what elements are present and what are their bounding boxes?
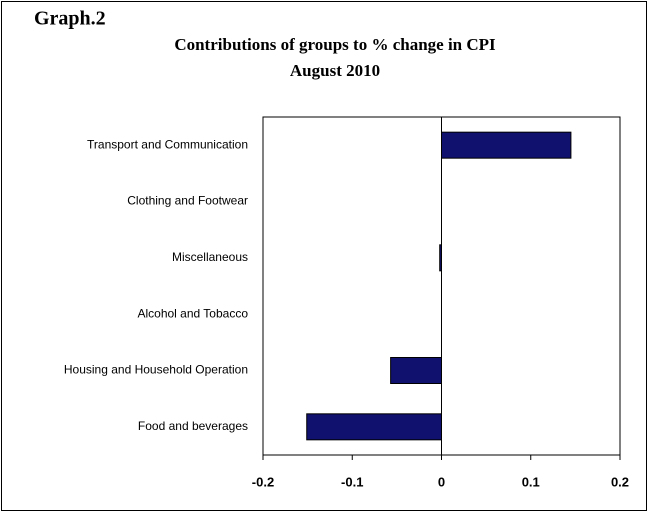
x-tick-label: 0 <box>438 474 445 489</box>
x-tick-label: -0.1 <box>341 474 363 489</box>
y-tick-label: Clothing and Footwear <box>127 194 248 208</box>
bar <box>306 413 443 441</box>
y-tick-label: Transport and Communication <box>87 137 248 151</box>
x-tick-label: -0.2 <box>252 474 274 489</box>
y-tick-label: Housing and Household Operation <box>64 363 248 377</box>
y-tick-label: Food and beverages <box>138 419 248 433</box>
bar <box>441 131 572 159</box>
x-tick-label: 0.2 <box>611 474 629 489</box>
chart-title: Contributions of groups to % change in C… <box>174 35 496 54</box>
y-tick-label: Miscellaneous <box>172 250 248 264</box>
x-tick-label: 0.1 <box>522 474 540 489</box>
graph-label: Graph.2 <box>34 8 106 30</box>
chart-subtitle: August 2010 <box>290 61 380 80</box>
bar <box>390 357 443 384</box>
y-tick-label: Alcohol and Tobacco <box>137 306 248 320</box>
